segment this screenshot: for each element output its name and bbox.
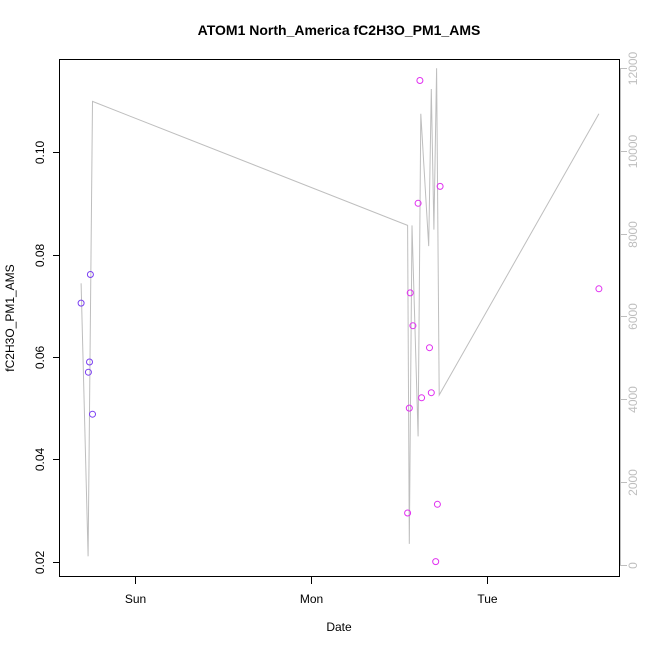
- data-point: [86, 358, 93, 366]
- secondary-y-tick-label: 6000: [626, 303, 640, 330]
- secondary-y-tick-label: 12000: [626, 51, 640, 85]
- data-point: [595, 285, 603, 293]
- data-point: [436, 182, 444, 190]
- data-point: [406, 289, 414, 297]
- y-tick-label: 0.06: [33, 345, 47, 369]
- data-point: [426, 344, 433, 352]
- y-axis-label: fC2H3O_PM1_AMS: [3, 264, 17, 371]
- data-point: [418, 394, 426, 402]
- secondary-y-axis: 0 2000 4000 6000 8000 10000 12000: [620, 51, 640, 569]
- data-point: [427, 389, 435, 397]
- plot-frame: [59, 59, 620, 577]
- data-point: [416, 77, 424, 84]
- y-tick-label: 0.04: [33, 447, 47, 471]
- data-point: [77, 299, 85, 307]
- secondary-line-path: [80, 68, 600, 557]
- secondary-y-tick-label: 8000: [626, 221, 640, 248]
- data-point: [409, 322, 417, 330]
- secondary-series-line: [80, 68, 600, 557]
- secondary-y-tick-label: 0: [626, 562, 640, 569]
- y-tick-label: 0.08: [33, 243, 47, 267]
- secondary-y-tick-label: 10000: [626, 134, 640, 168]
- x-tick-label: Mon: [300, 592, 323, 606]
- data-point: [89, 410, 96, 418]
- y-axis: 0.02 0.04 0.06 0.08 0.10: [33, 140, 60, 574]
- data-points: [77, 77, 603, 566]
- x-tick-label: Sun: [125, 592, 146, 606]
- y-tick-label: 0.10: [33, 140, 47, 164]
- chart-title: ATOM1 North_America fC2H3O_PM1_AMS: [198, 22, 481, 38]
- secondary-y-tick-label: 4000: [626, 386, 640, 413]
- secondary-y-tick-label: 2000: [626, 469, 640, 496]
- y-tick-label: 0.02: [33, 550, 47, 574]
- data-point: [404, 509, 412, 517]
- data-point: [84, 368, 92, 376]
- x-axis-label: Date: [326, 620, 352, 634]
- data-point: [433, 500, 441, 508]
- data-point: [414, 199, 422, 207]
- data-point: [86, 271, 94, 278]
- x-axis: Sun Mon Tue: [125, 577, 498, 606]
- x-tick-label: Tue: [477, 592, 498, 606]
- data-point: [405, 404, 413, 412]
- data-point: [432, 558, 440, 566]
